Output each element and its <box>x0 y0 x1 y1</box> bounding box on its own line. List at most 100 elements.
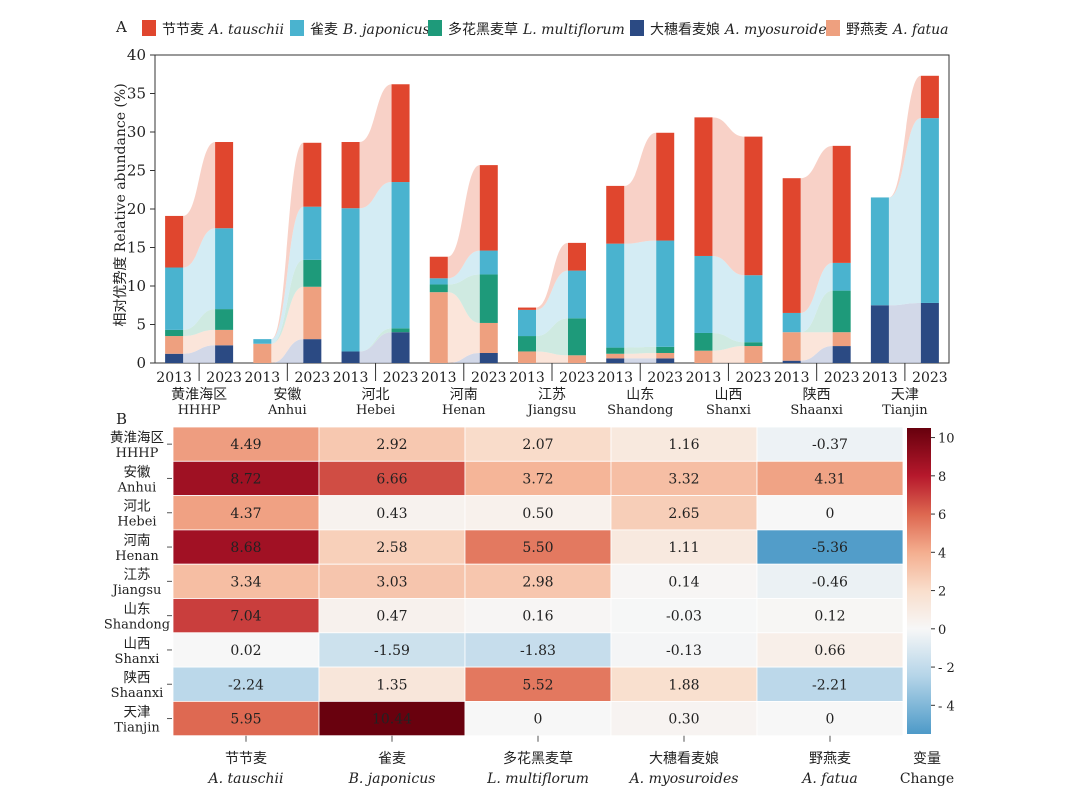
heatmap-value: 5.52 <box>522 677 553 693</box>
heatmap-value: -0.46 <box>812 574 848 590</box>
heatmap-value: 3.03 <box>376 574 407 590</box>
bar-2023 <box>568 242 586 271</box>
flow-band <box>183 329 216 354</box>
flow-band <box>183 345 216 363</box>
bar-2023 <box>215 329 234 346</box>
x-region-label-en: Anhui <box>267 403 307 418</box>
panel-b-heatmap: B 4.49 2.92 2.07 1.16 -0.378.72 6.66 3.72 3.32 4… <box>104 410 955 787</box>
flow-band <box>359 84 392 209</box>
bar-2013 <box>694 117 713 256</box>
heatmap-value: -0.37 <box>812 437 848 453</box>
bar-2013 <box>165 215 184 268</box>
row-label-en: Anhui <box>117 480 157 495</box>
x-region-label-en: Henan <box>442 403 486 418</box>
heatmap-cell <box>756 563 904 599</box>
bar-2023 <box>744 136 763 276</box>
bar-2023 <box>656 358 675 363</box>
legend: 节节麦 A. tauschii 雀麦 B. japonicus 多花黑麦草 L. mult… <box>142 20 949 38</box>
heatmap-cell <box>172 632 320 668</box>
heatmap-value: -2.24 <box>228 677 264 693</box>
x-tick-label-year: 2013 <box>509 370 545 386</box>
row-label-cn: 山东 <box>124 602 151 618</box>
legend-swatch <box>826 20 840 36</box>
heatmap-cell <box>610 666 758 702</box>
heatmap-cell <box>756 598 904 634</box>
x-tick-label-year: 2013 <box>774 370 810 386</box>
bar-2023 <box>303 286 322 340</box>
flow-bands <box>183 75 921 363</box>
flow-band <box>800 346 833 363</box>
bar-2023 <box>656 240 675 347</box>
bar-2013 <box>606 358 625 363</box>
bar-2023 <box>568 270 586 319</box>
panel-a-stacked-bar-chart: A 节节麦 A. tauschii 雀麦 B. japonicus 多花黑麦草 L. mu… <box>113 18 950 418</box>
bars <box>165 75 939 363</box>
heatmap-value: 8.68 <box>230 540 261 556</box>
bar-2013 <box>518 336 536 352</box>
row-label-cn: 天津 <box>124 704 151 720</box>
flow-band <box>271 286 304 363</box>
heatmap-cell <box>172 495 320 531</box>
heatmap-value: 4.37 <box>230 506 261 522</box>
x-tick-label-year: 2013 <box>421 370 457 386</box>
y-axis-label: 相对优势度 Relative abundance (%) <box>113 83 129 326</box>
heatmap-value: 5.50 <box>522 540 553 556</box>
x-tick-label-year: 2013 <box>245 370 281 386</box>
panel-a-label: A <box>115 18 127 36</box>
bar-2013 <box>782 312 801 333</box>
bar-2013 <box>782 178 801 313</box>
colorbar-tick-label: - 2 <box>938 661 955 676</box>
x-tick-label-year: 2023 <box>559 370 595 386</box>
colorbar-tick-label: 10 <box>938 432 955 447</box>
bar-2013 <box>518 351 536 363</box>
heatmap-value: -5.36 <box>812 540 848 556</box>
heatmap-value: 0 <box>534 712 543 728</box>
legend-label: 节节麦 A. tauschii <box>162 22 284 38</box>
heatmap-value: 0.12 <box>814 609 845 625</box>
legend-item: 大穗看麦娘 A. myosuroides <box>630 20 834 38</box>
x-region-label-en: Hebei <box>356 403 395 418</box>
legend-label: 野燕麦 A. fatua <box>846 22 949 38</box>
heatmap-cell <box>610 632 758 668</box>
bar-2023 <box>656 346 675 353</box>
legend-item: 雀麦 B. japonicus <box>290 20 430 38</box>
legend-swatch <box>142 20 156 36</box>
colorbar: 10 8 6 4 2 0 - 2 - 4 <box>907 428 955 734</box>
bar-2013 <box>165 353 184 363</box>
bar-2023 <box>215 228 234 310</box>
legend-label-en: A. myosuroides <box>723 22 834 38</box>
heatmap-cell <box>610 495 758 531</box>
flow-band <box>624 132 657 244</box>
heatmap-cell <box>464 529 612 565</box>
col-label-cn: 大穗看麦娘 <box>649 751 719 767</box>
legend-item: 野燕麦 A. fatua <box>826 20 949 38</box>
colorbar-tick-label: 6 <box>938 508 946 523</box>
bar-2023 <box>832 332 851 347</box>
col-label-cn: 雀麦 <box>378 751 406 767</box>
y-tick-label: 30 <box>127 123 146 141</box>
col-label-en: A. myosuroides <box>628 771 739 787</box>
flow-band <box>183 309 216 337</box>
flow-band <box>447 165 480 279</box>
heatmap-value: 2.92 <box>376 437 407 453</box>
heatmap-value: 1.88 <box>668 677 699 693</box>
bar-2023 <box>744 342 763 347</box>
col-label-en: L. multiflorum <box>486 771 589 787</box>
legend-label-cn: 雀麦 <box>310 22 338 38</box>
bar-2023 <box>920 118 939 303</box>
heatmap-cell <box>464 666 612 702</box>
col-label-cn: 多花黑麦草 <box>503 750 573 767</box>
x-region-label-en: Tianjin <box>882 403 928 418</box>
colorbar-label-en: Change <box>900 771 954 787</box>
bar-2023 <box>303 259 322 287</box>
heatmap-cell <box>172 529 320 565</box>
x-region-label-cn: 河北 <box>362 387 390 403</box>
bar-2023 <box>303 206 322 260</box>
bar-2023 <box>832 290 851 333</box>
bar-2013 <box>429 256 448 279</box>
x-tick-label-year: 2023 <box>912 370 948 386</box>
row-label-en: Jiangsu <box>111 583 162 598</box>
colorbar-tick-label: - 4 <box>938 699 955 714</box>
flow-band <box>712 117 745 276</box>
